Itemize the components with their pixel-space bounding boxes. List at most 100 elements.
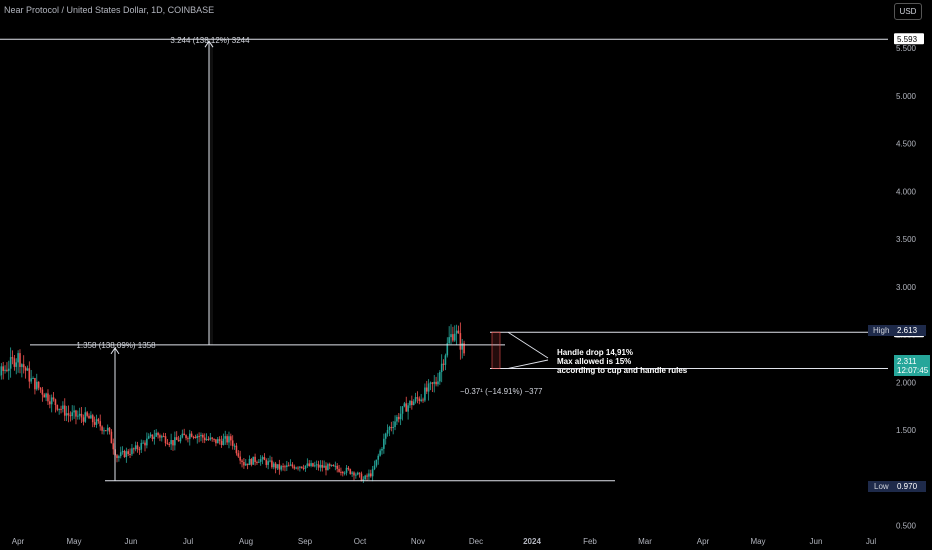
candle — [341, 471, 344, 474]
lower-measure-arrow — [110, 346, 120, 355]
candle — [213, 438, 215, 440]
candle — [207, 439, 210, 441]
candle — [110, 431, 113, 444]
candle — [463, 343, 465, 354]
candle — [353, 472, 355, 476]
candle — [190, 433, 193, 437]
candle — [416, 397, 419, 399]
candle — [159, 435, 161, 438]
candle — [310, 463, 312, 466]
candle — [177, 439, 180, 442]
candle — [399, 413, 402, 420]
upper-measure-arrow — [204, 40, 214, 48]
candle — [179, 437, 182, 442]
candle — [356, 472, 359, 475]
candle — [457, 330, 460, 334]
candle — [17, 353, 19, 363]
candle — [112, 443, 115, 450]
candle — [252, 456, 255, 465]
candle — [317, 464, 320, 468]
current-price: 2.311 — [897, 357, 917, 366]
x-tick-label: May — [750, 537, 765, 546]
candle — [73, 410, 75, 413]
candle — [146, 438, 148, 446]
candle — [56, 405, 59, 410]
candle — [450, 334, 452, 338]
candle — [306, 463, 309, 466]
candle — [220, 440, 223, 445]
y-tick-label: 0.500 — [896, 522, 917, 531]
candle — [289, 464, 292, 466]
upper-measure-box — [209, 39, 213, 345]
candle — [314, 465, 316, 467]
candle — [244, 463, 247, 466]
candle — [302, 467, 305, 469]
candle — [284, 466, 286, 468]
candle — [328, 464, 331, 466]
candle — [396, 416, 398, 422]
y-tick-label: 5.000 — [896, 92, 917, 101]
candle — [106, 427, 109, 431]
candle — [388, 427, 391, 431]
candle — [377, 455, 380, 460]
candle — [448, 337, 450, 344]
candle — [336, 465, 338, 469]
candle — [431, 382, 434, 384]
candle — [332, 464, 335, 466]
candle — [334, 465, 337, 467]
candle — [168, 444, 171, 446]
candle — [412, 401, 415, 406]
y-tick-label: 4.000 — [896, 187, 917, 196]
candle — [65, 413, 68, 416]
candle — [202, 434, 204, 438]
candle — [371, 469, 374, 477]
candle — [41, 389, 44, 395]
candle — [228, 436, 230, 443]
handle-measure-box — [491, 331, 501, 369]
candle — [125, 451, 128, 458]
candle — [9, 357, 12, 369]
candle — [265, 460, 268, 465]
candle — [287, 465, 290, 467]
candle — [291, 464, 294, 467]
y-tick-label: 3.000 — [896, 283, 917, 292]
candle — [108, 427, 111, 432]
candle — [373, 465, 376, 470]
candle — [235, 445, 238, 454]
candle — [116, 455, 118, 459]
candle — [267, 461, 269, 465]
candle — [93, 422, 96, 425]
lower-measure-label: 1.358 (138.09%) 1358 — [76, 341, 156, 350]
candle — [164, 436, 167, 444]
candle — [246, 463, 249, 466]
candle — [196, 435, 199, 438]
countdown: 12:07:45 — [897, 366, 929, 375]
candle — [4, 369, 6, 371]
candle — [50, 397, 53, 405]
x-tick-label: Mar — [638, 537, 652, 546]
candle — [121, 451, 124, 453]
chart-title: Near Protocol / United States Dollar, 1D… — [4, 5, 215, 15]
candle — [101, 426, 103, 431]
candle — [69, 415, 72, 417]
high-tag-bg — [868, 325, 926, 336]
y-tick-label: 3.500 — [896, 235, 917, 244]
level-tag-5593: 5.593 — [897, 35, 918, 44]
candle — [34, 378, 36, 390]
currency-button[interactable]: USD — [894, 3, 922, 20]
candle — [239, 456, 241, 461]
candle — [47, 393, 49, 402]
candle — [162, 436, 165, 438]
candle — [440, 363, 443, 373]
candle — [256, 461, 258, 463]
candle — [175, 437, 178, 440]
candle — [437, 381, 439, 385]
candle — [446, 343, 449, 356]
candle — [323, 465, 325, 468]
candle — [379, 450, 381, 456]
x-tick-label: Jun — [125, 537, 138, 546]
candle — [233, 445, 236, 447]
candle — [218, 439, 221, 441]
y-tick-label: 5.500 — [896, 44, 917, 53]
